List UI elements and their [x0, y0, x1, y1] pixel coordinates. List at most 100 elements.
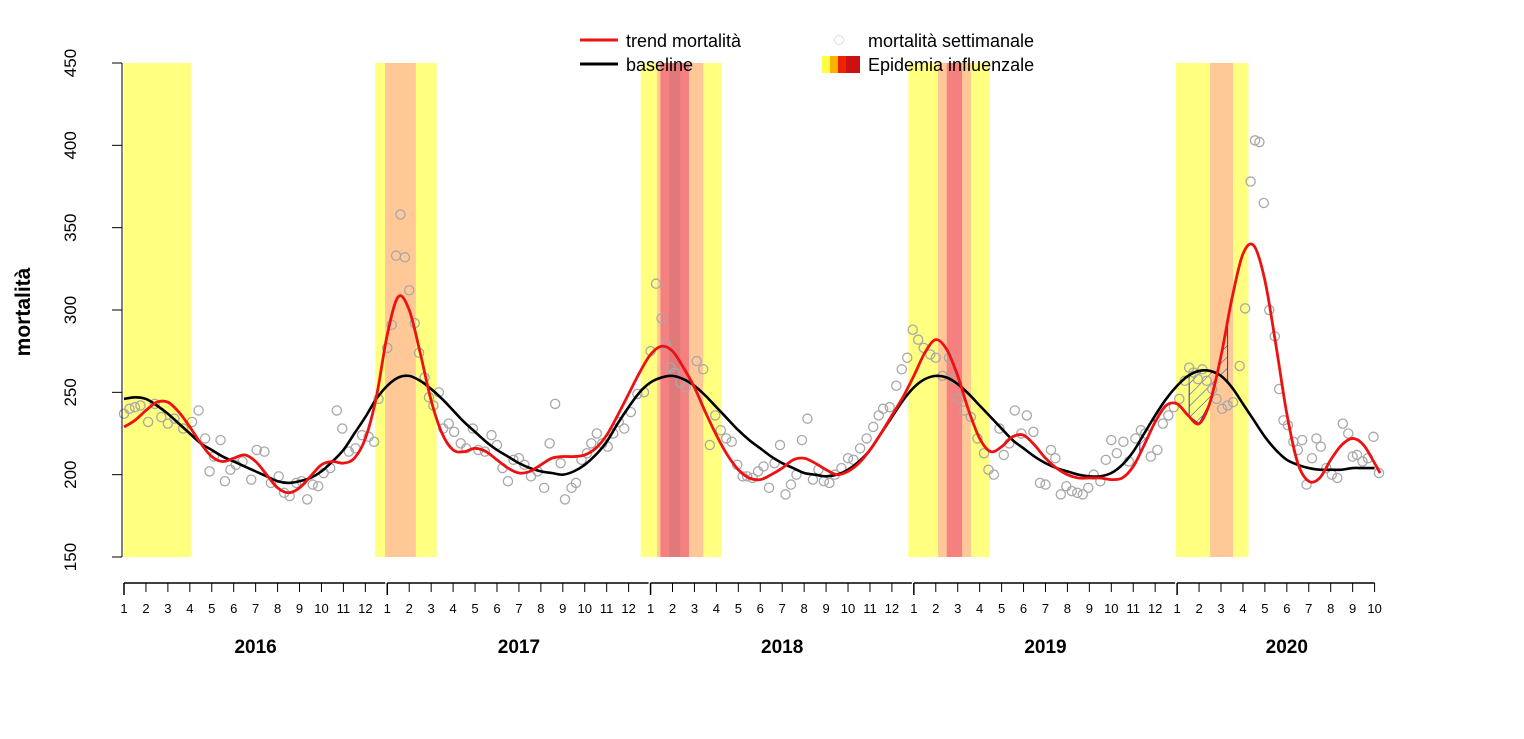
x-month-label: 5 [208, 601, 215, 616]
weekly-point [1201, 375, 1212, 387]
x-month-label: 10 [314, 601, 328, 616]
weekly-point [656, 312, 667, 324]
weekly-point [1100, 454, 1112, 466]
weekly-point [307, 479, 318, 490]
weekly-point [204, 466, 215, 477]
x-year-label: 2016 [234, 637, 276, 658]
weekly-point [199, 433, 211, 444]
trend-line [123, 242, 1382, 495]
x-month-label: 5 [735, 601, 742, 616]
weekly-point [1296, 434, 1308, 446]
x-month-label: 1 [120, 601, 127, 616]
weekly-point [312, 480, 324, 492]
weekly-point [502, 476, 514, 487]
x-month-label: 8 [274, 601, 281, 616]
weekly-point [710, 410, 721, 421]
weekly-point [902, 352, 913, 364]
weekly-point [549, 398, 561, 410]
weekly-point [538, 482, 550, 494]
weekly-point [382, 342, 393, 354]
x-month-label: 9 [559, 601, 566, 616]
weekly-point [1021, 410, 1033, 421]
weekly-point [978, 448, 990, 459]
weekly-point [796, 434, 808, 446]
weekly-point [169, 413, 180, 424]
weekly-point [193, 405, 204, 416]
x-month-label: 9 [296, 601, 303, 616]
weekly-point [721, 433, 732, 444]
x-month-label: 11 [337, 601, 351, 616]
weekly-point [395, 209, 406, 220]
weekly-point [965, 411, 977, 423]
weekly-point [301, 494, 313, 505]
y-tick-label: 200 [61, 460, 80, 488]
x-month-label: 4 [186, 601, 193, 616]
legend-weekly-swatch [834, 35, 844, 45]
series-lines [123, 242, 1382, 495]
weekly-point [1216, 403, 1228, 415]
weekly-point [1234, 360, 1245, 372]
weekly-point [1157, 418, 1169, 429]
weekly-point [1347, 451, 1358, 462]
epidemic-band [385, 63, 416, 557]
weekly-point [697, 364, 709, 375]
weekly-point [129, 401, 141, 413]
weekly-point [455, 438, 467, 449]
weekly-point [1016, 428, 1027, 439]
weekly-point [124, 403, 135, 415]
x-month-label: 11 [1126, 601, 1140, 616]
weekly-point [704, 439, 716, 451]
weekly-point [1368, 431, 1379, 443]
weekly-point [1040, 479, 1051, 490]
weekly-point [1066, 485, 1078, 497]
weekly-point [331, 405, 343, 416]
weekly-point [1239, 303, 1251, 314]
weekly-point [877, 403, 889, 415]
weekly-point [555, 457, 566, 469]
x-month-label: 7 [1305, 601, 1312, 616]
weekly-point [774, 439, 786, 451]
weekly-point [758, 461, 769, 472]
y-tick-label: 150 [61, 543, 80, 571]
weekly-point [994, 423, 1005, 434]
weekly-point [219, 476, 231, 487]
weekly-point [135, 400, 146, 411]
weekly-point [570, 477, 582, 489]
legend-weekly-label: mortalità settimanale [868, 31, 1034, 51]
weekly-point [1111, 448, 1123, 459]
weekly-point [1145, 451, 1157, 462]
x-year-label: 2019 [1024, 637, 1066, 658]
x-month-label: 4 [449, 601, 456, 616]
weekly-point [650, 278, 662, 289]
y-tick-label: 300 [61, 296, 80, 324]
weekly-point [177, 423, 189, 434]
weekly-point [691, 355, 702, 367]
weekly-point [715, 424, 727, 436]
weekly-point [912, 334, 924, 345]
weekly-point [752, 466, 764, 477]
weekly-point [1321, 462, 1332, 474]
weekly-point [1050, 452, 1061, 464]
weekly-point [1337, 418, 1349, 429]
weekly-point [802, 413, 813, 424]
x-month-label: 12 [358, 601, 372, 616]
weekly-point [479, 446, 491, 457]
weekly-point [907, 324, 918, 336]
weekly-point [1222, 400, 1233, 411]
weekly-point [508, 454, 519, 466]
x-month-label: 5 [998, 601, 1005, 616]
x-month-label: 9 [1349, 601, 1356, 616]
x-month-label: 10 [841, 601, 855, 616]
x-month-label: 10 [1367, 601, 1381, 616]
x-month-label: 6 [1283, 601, 1290, 616]
weekly-point [1055, 489, 1067, 500]
weekly-point [544, 438, 555, 449]
weekly-point [680, 382, 691, 393]
weekly-point [581, 448, 593, 459]
x-month-label: 4 [1239, 601, 1246, 616]
x-month-label: 2 [1195, 601, 1202, 616]
y-tick-label: 350 [61, 213, 80, 241]
weekly-point [1258, 197, 1270, 209]
